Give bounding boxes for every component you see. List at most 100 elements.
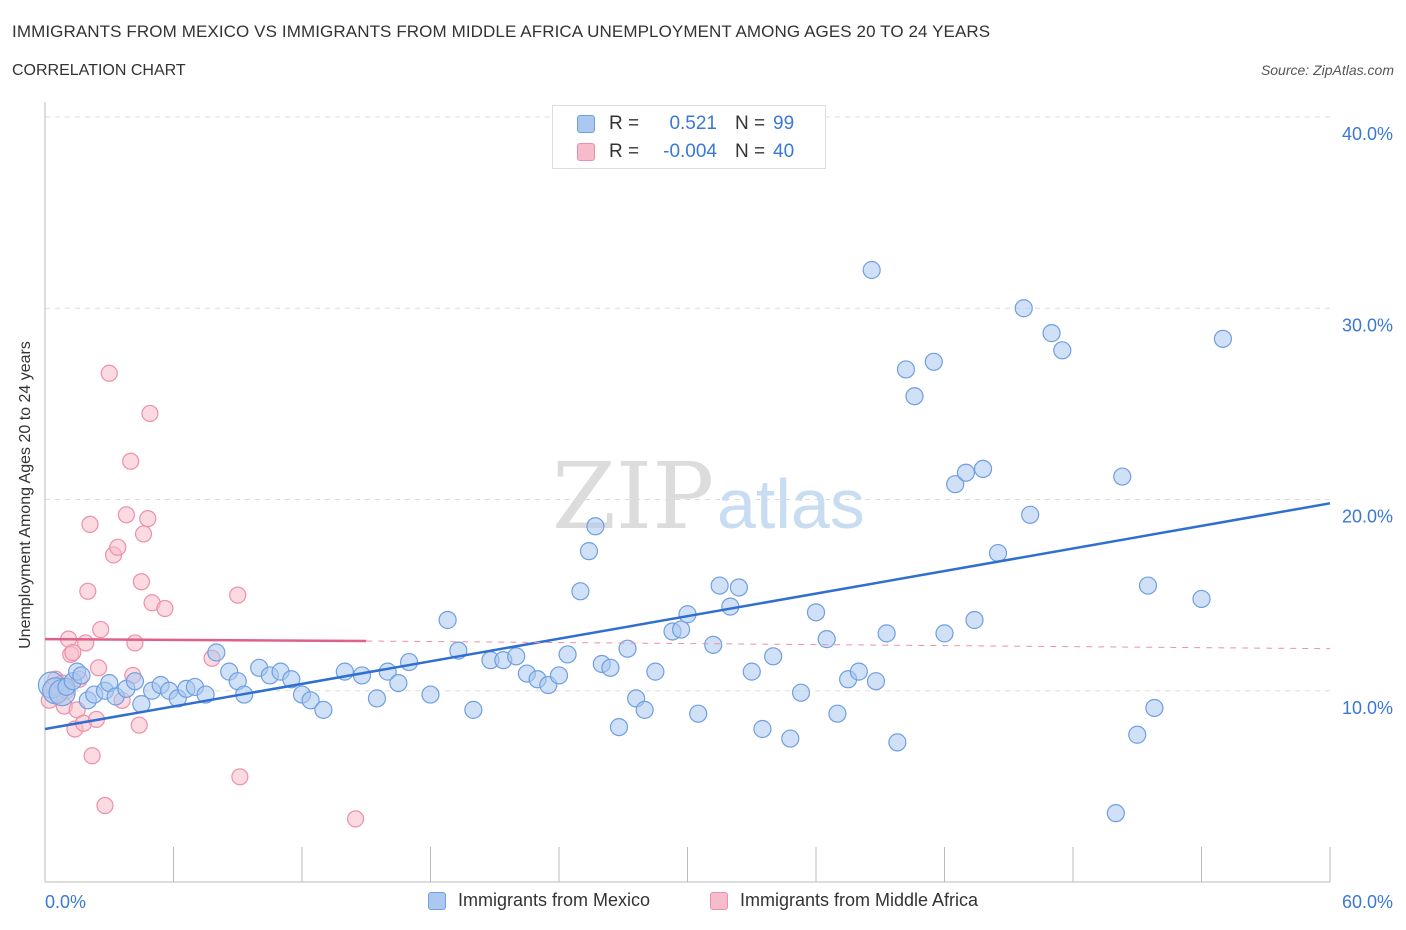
y-tick-label: 30.0% [1342,315,1393,335]
mexico-point [671,620,691,639]
mexico-point [896,360,916,379]
africa-trend-extension [366,640,1331,650]
mexico-point [125,672,145,691]
mexico-point [828,704,847,723]
mexico-point [742,662,761,681]
source-label: Source: ZipAtlas.com [1260,62,1394,78]
mexico-point [282,670,301,689]
mexico-point [1014,299,1033,318]
africa-point [229,586,247,604]
mexico-point [710,576,729,595]
mexico-point [973,459,993,478]
mexico-point [301,691,320,710]
mexico-point [704,635,723,654]
mexico-point [1113,467,1132,486]
mexico-point [618,639,637,658]
africa-series [40,364,365,828]
mexico-point [946,475,965,494]
africa-point [77,634,95,652]
legend-item-africa: Immigrants from Middle Africa [710,890,978,911]
gridlines [45,116,1330,692]
mexico-point [806,603,826,622]
africa-point [117,506,135,524]
africa-point [79,582,97,600]
mexico-point [389,673,408,693]
legend-row-mexico: R = 0.521 N = 99 [577,111,794,137]
mexico-point [1042,324,1061,343]
r-label: R = [609,113,640,134]
legend-item-mexico: Immigrants from Mexico [428,890,650,911]
n-value: 40 [773,141,795,162]
mexico-point [1192,589,1211,609]
mexico-point [689,704,708,723]
mexico-point [849,662,868,681]
y-tick-label: 10.0% [1342,698,1393,718]
africa-point [64,643,82,662]
africa-point [83,747,101,765]
mexico-point [646,662,665,681]
africa-point [132,573,150,591]
mexico-trend-line [44,502,1331,731]
mexico-point [609,717,629,737]
mexico-point [579,542,599,561]
mexico-point [1128,725,1147,744]
mexico-point [956,463,976,482]
mexico-point [988,543,1008,563]
mexico-point [421,685,440,704]
africa-point [81,515,99,533]
mexico-point [558,645,577,664]
africa-legend-label: Immigrants from Middle Africa [740,890,979,910]
africa-point [100,364,118,382]
mexico-legend-swatch [428,891,446,910]
correlation-legend: R = 0.521 N = 99 R = -0.004 N = 40 [552,105,826,169]
mexico-point [586,517,605,536]
mexico-point [866,672,886,691]
africa-point [109,538,127,556]
n-label: N = [735,141,766,162]
mexico-point [781,729,800,748]
mexico-point [635,700,654,719]
mexico-point [464,700,483,719]
x-tick-label: 0.0% [45,892,86,912]
mexico-point [1145,698,1164,718]
mexico-point [1106,804,1125,823]
mexico-point [207,643,226,662]
mexico-point [764,647,783,666]
r-value: 0.521 [669,113,717,134]
n-label: N = [735,113,766,134]
y-tick-label: 20.0% [1342,507,1393,527]
africa-point [126,634,144,652]
mexico-point [72,666,91,685]
africa-point [92,620,110,639]
mexico-point [1138,576,1158,595]
africa-swatch [577,143,595,161]
mexico-point [729,578,749,597]
n-value: 99 [773,113,795,134]
africa-point [122,452,140,470]
africa-point [346,810,365,828]
r-value: -0.004 [663,141,717,162]
mexico-point [601,658,620,677]
chart-title: IMMIGRANTS FROM MEXICO VS IMMIGRANTS FRO… [12,22,991,41]
mexico-point [862,260,881,280]
africa-point [89,659,108,677]
mexico-legend-label: Immigrants from Mexico [458,890,651,910]
africa-point [139,510,157,528]
africa-point [141,404,159,423]
mexico-point [905,387,924,406]
africa-point [96,796,114,815]
africa-legend-swatch [710,891,728,910]
x-tick-label: 60.0% [1342,892,1393,912]
mexico-swatch [577,115,595,133]
mexico-point [753,719,772,739]
mexico-point [965,610,984,630]
mexico-point [399,652,419,672]
mexico-point [888,733,907,752]
y-tick-label: 40.0% [1342,124,1393,144]
mexico-point [571,582,590,601]
africa-point [134,525,153,543]
mexico-point [1021,505,1040,524]
mexico-point [817,630,836,649]
watermark-zip: ZIP [552,443,714,550]
